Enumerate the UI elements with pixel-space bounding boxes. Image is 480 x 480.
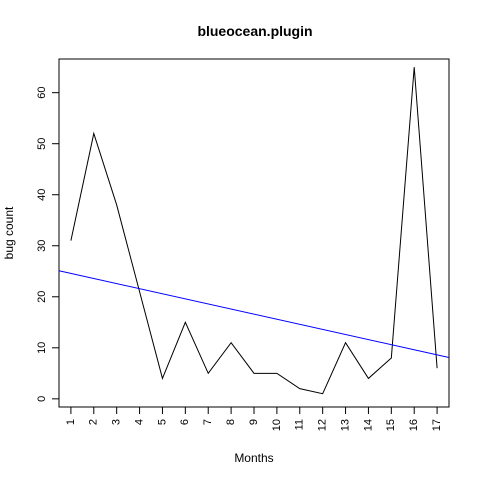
- x-tick-label: 1: [65, 419, 77, 425]
- y-tick-label: 60: [36, 87, 48, 99]
- x-tick-label: 5: [156, 419, 168, 425]
- trend-layer: [58, 270, 450, 358]
- x-tick-label: 17: [431, 419, 443, 431]
- y-axis: 0 10 20 30 40 50 60: [36, 87, 60, 402]
- x-tick-label: 11: [294, 419, 306, 430]
- x-tick-label: 9: [248, 419, 260, 425]
- x-tick-label: 8: [225, 419, 237, 425]
- x-tick-label: 7: [202, 419, 214, 425]
- y-tick-label: 10: [36, 342, 48, 354]
- x-axis: 1 2 3 4 5 6 7 8 9 10 11 12 13 14 15 16 17: [65, 406, 443, 431]
- x-tick-label: 13: [339, 419, 351, 431]
- x-tick-label: 14: [362, 419, 374, 431]
- x-tick-label: 2: [88, 419, 100, 425]
- y-axis-label: bug count: [2, 206, 16, 259]
- x-axis-label: Months: [234, 451, 273, 465]
- x-tick-label: 3: [111, 419, 123, 425]
- x-tick-label: 12: [317, 419, 329, 431]
- y-tick-label: 0: [36, 396, 48, 402]
- y-tick-label: 30: [36, 240, 48, 252]
- series-layer: [70, 67, 438, 395]
- y-tick-label: 50: [36, 138, 48, 150]
- x-tick-label: 4: [133, 419, 145, 425]
- series-line: [70, 67, 438, 395]
- y-tick-label: 40: [36, 189, 48, 201]
- x-tick-label: 6: [179, 419, 191, 425]
- trend-line: [58, 270, 450, 358]
- x-tick-label: 10: [271, 419, 283, 431]
- y-tick-label: 20: [36, 291, 48, 303]
- plot-area: [58, 58, 450, 408]
- x-tick-label: 15: [385, 419, 397, 431]
- chart-title: blueocean.plugin: [197, 23, 312, 39]
- x-tick-label: 16: [408, 419, 420, 431]
